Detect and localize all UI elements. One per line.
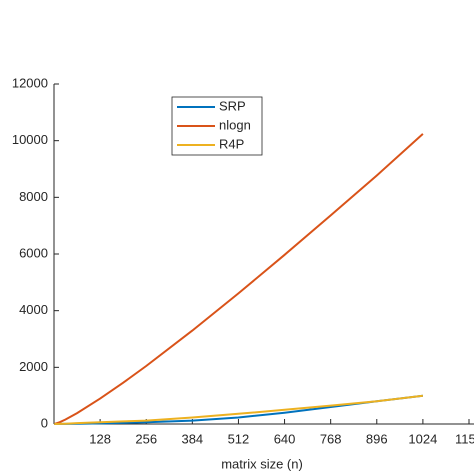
- y-tick-label: 8000: [19, 189, 48, 204]
- x-tick-label: 256: [135, 431, 157, 446]
- y-tick-label: 2000: [19, 359, 48, 374]
- x-tick-label: 128: [89, 431, 111, 446]
- x-tick-label: 640: [274, 431, 296, 446]
- x-axis-label: matrix size (n): [221, 456, 303, 471]
- legend-label: SRP: [219, 98, 246, 113]
- x-tick-label: 512: [228, 431, 250, 446]
- legend-label: nlogn: [219, 117, 251, 132]
- series-line: [54, 394, 424, 425]
- legend-label: R4P: [219, 136, 244, 151]
- x-tick-label: 384: [181, 431, 203, 446]
- x-tick-label: 896: [366, 431, 388, 446]
- x-tick-label: 768: [320, 431, 342, 446]
- x-tick-label: 1024: [408, 431, 437, 446]
- y-tick-label: 6000: [19, 245, 48, 260]
- y-tick-label: 10000: [12, 132, 48, 147]
- y-tick-label: 4000: [19, 302, 48, 317]
- y-tick-label: 0: [41, 415, 48, 430]
- y-tick-label: 12000: [12, 75, 48, 90]
- series-line: [54, 133, 424, 425]
- x-tick-label: 1152: [455, 431, 474, 446]
